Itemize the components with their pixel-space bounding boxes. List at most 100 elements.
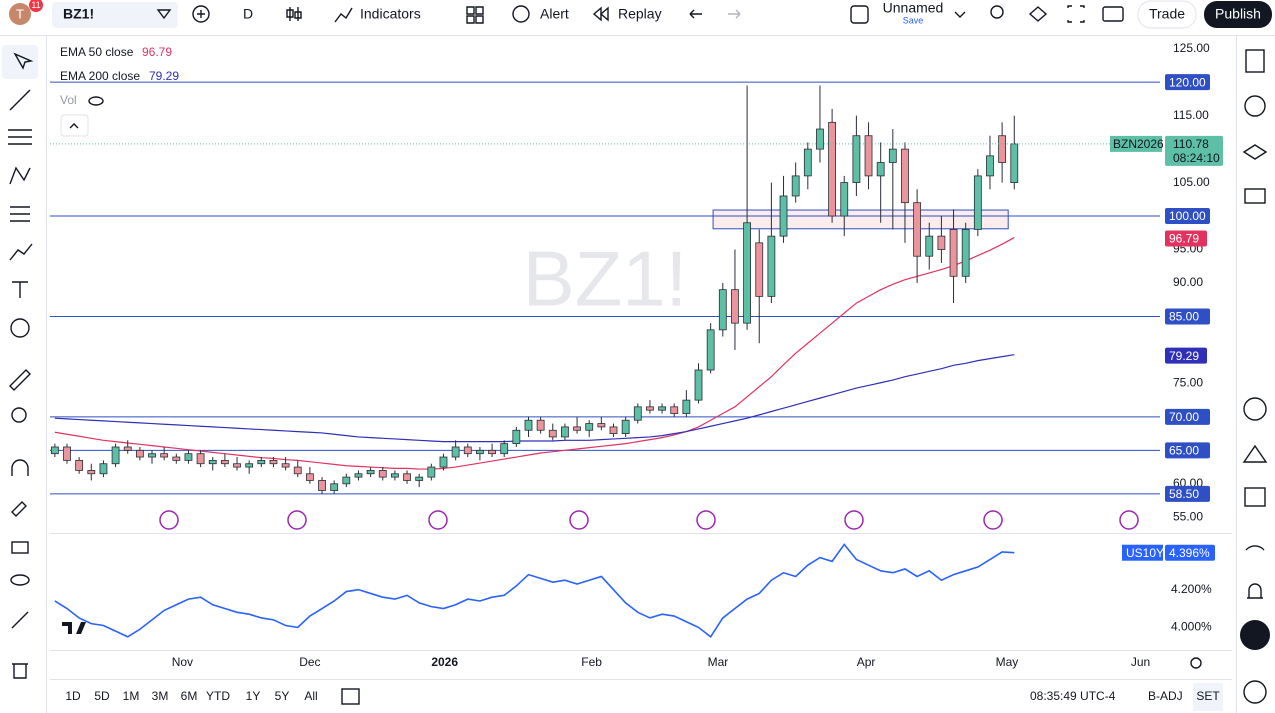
link-tool[interactable] <box>11 611 29 629</box>
icon-tool[interactable] <box>10 318 30 338</box>
yield-line <box>54 543 1015 638</box>
avatar[interactable] <box>9 3 31 25</box>
help-button[interactable] <box>1243 680 1267 704</box>
notifications-button[interactable] <box>1247 583 1263 599</box>
pine-button[interactable] <box>1242 444 1268 463</box>
symbol: BZ1! <box>63 6 94 22</box>
event-marker[interactable] <box>287 510 307 530</box>
interval[interactable]: D <box>243 6 253 22</box>
streams-button[interactable] <box>1245 545 1265 551</box>
zoom-tool[interactable] <box>11 407 27 423</box>
publish-label: Publish <box>1215 6 1261 22</box>
publish-button[interactable] <box>1204 1 1272 28</box>
range-button[interactable]: 5Y <box>275 689 290 703</box>
countdown: 08:24:10 <box>1173 151 1220 165</box>
watchlist-button[interactable] <box>1245 49 1265 73</box>
calendar-button[interactable] <box>1244 487 1266 507</box>
compare-button[interactable] <box>192 5 210 23</box>
event-marker[interactable] <box>1119 510 1139 530</box>
range-button[interactable]: 1M <box>123 689 140 703</box>
candle-up <box>840 182 849 217</box>
trendline-tool[interactable] <box>9 89 31 111</box>
pattern-tool[interactable] <box>9 166 31 185</box>
templates-button[interactable] <box>466 6 484 24</box>
chat-button[interactable] <box>1244 188 1266 204</box>
fullscreen-button[interactable] <box>1067 5 1085 23</box>
horizontal-line-label: 65.00 <box>1169 444 1199 458</box>
event-marker[interactable] <box>428 510 448 530</box>
save-label[interactable]: Save <box>903 15 924 25</box>
left-toolbar <box>2 36 47 713</box>
apps-button[interactable] <box>1240 620 1270 650</box>
screenshot-button[interactable] <box>1102 6 1124 22</box>
drawing-mode[interactable] <box>11 501 27 517</box>
brush-tool[interactable] <box>9 243 33 261</box>
right-toolbar <box>1236 36 1270 713</box>
redo-button[interactable] <box>728 9 741 19</box>
horizontal-line-label: 58.50 <box>1169 487 1199 501</box>
candle-up <box>561 426 569 438</box>
session-button[interactable] <box>1193 683 1223 711</box>
icon <box>512 5 530 23</box>
y-tick-label: 90.00 <box>1173 275 1203 289</box>
bottom-bar: 08:35:49 UTC-4 B-ADJ SET 1D 5D 1M 3M 6M YTD 1Y… <box>65 683 1223 711</box>
axis-settings[interactable] <box>1190 657 1202 669</box>
search-button[interactable] <box>990 5 1004 19</box>
fib-tool[interactable] <box>8 129 32 145</box>
range-button[interactable]: 1D <box>65 689 81 703</box>
plot: 55.0060.0075.0090.0095.00105.00115.00125… <box>50 41 1223 669</box>
hidden-icon[interactable] <box>88 96 104 106</box>
trade-button[interactable] <box>1137 0 1197 29</box>
replay-button[interactable]: Replay <box>618 6 662 22</box>
layers-button[interactable] <box>1242 144 1268 160</box>
symbol-search[interactable] <box>52 2 178 28</box>
contract-badge: BZN2026 <box>1113 137 1164 151</box>
measure-tool[interactable] <box>9 369 31 391</box>
range-button[interactable]: 6M <box>181 689 198 703</box>
lock-tool[interactable] <box>11 541 29 554</box>
event-marker[interactable] <box>159 510 179 530</box>
horizontal-line-label-bg <box>1165 485 1210 502</box>
y-tick-label: 115.00 <box>1173 108 1209 122</box>
candle-up <box>257 459 266 465</box>
candle-down <box>609 426 618 435</box>
collapse-button[interactable] <box>60 114 89 137</box>
candle-down <box>536 419 545 431</box>
event-marker[interactable] <box>844 510 864 530</box>
candle-up <box>585 423 594 431</box>
visibility-tool[interactable] <box>10 574 30 586</box>
candle-down <box>755 242 764 297</box>
event-marker[interactable] <box>983 510 1003 530</box>
ideas-button[interactable] <box>1243 397 1267 421</box>
last-value-badge: 4.396% <box>1169 546 1210 560</box>
chart-type-button[interactable] <box>286 7 302 21</box>
text-tool[interactable] <box>12 281 28 298</box>
forecast-tool[interactable] <box>10 206 30 222</box>
layout-name[interactable]: Unnamed <box>883 0 944 16</box>
indicators-button[interactable]: Indicators <box>360 6 421 22</box>
ema-badge: 96.79 <box>1169 232 1199 246</box>
alerts-button[interactable] <box>1244 95 1266 117</box>
candle-down <box>488 449 496 455</box>
delete-tool[interactable] <box>12 663 28 679</box>
settings-button[interactable] <box>1028 6 1048 22</box>
clock: 08:35:49 UTC-4 <box>1030 689 1116 703</box>
undo-button[interactable] <box>689 9 702 19</box>
layout-icon[interactable] <box>850 5 869 24</box>
event-marker[interactable] <box>696 510 716 530</box>
y-tick-label: 4.200% <box>1171 582 1212 596</box>
range-button[interactable]: All <box>304 689 317 703</box>
adjustment[interactable]: B-ADJ <box>1148 689 1183 703</box>
range-button[interactable]: YTD <box>206 689 230 703</box>
goto-date[interactable] <box>341 688 360 705</box>
magnet-tool[interactable] <box>11 459 29 476</box>
range-button[interactable]: 5D <box>94 689 110 703</box>
event-marker[interactable] <box>569 510 589 530</box>
candle-down <box>913 202 922 257</box>
candle-up <box>391 473 399 478</box>
top-toolbar: T 11 BZ1! D Indicators Alert Replay Unna… <box>0 0 1275 36</box>
alert-button[interactable]: Alert <box>540 6 569 22</box>
range-button[interactable]: 1Y <box>246 689 261 703</box>
horizontal-line-label-bg <box>1165 408 1210 425</box>
range-button[interactable]: 3M <box>152 689 169 703</box>
